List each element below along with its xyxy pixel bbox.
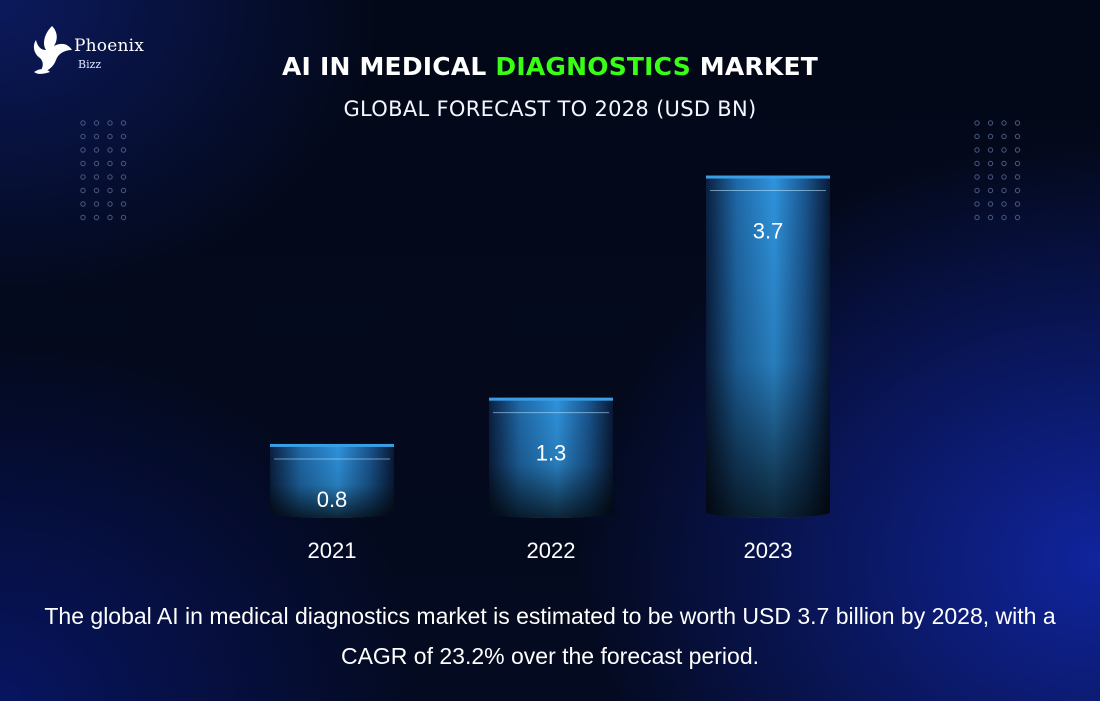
page-subtitle: GLOBAL FORECAST TO 2028 (USD BN) xyxy=(343,97,757,121)
bar-top-rim xyxy=(706,175,830,179)
decorative-dot xyxy=(1001,201,1007,207)
data-label: 1.3 xyxy=(536,441,567,466)
decorative-dot xyxy=(974,187,980,194)
decorative-dot-grid-left xyxy=(80,120,127,221)
decorative-dot xyxy=(80,147,86,153)
decorative-dot xyxy=(974,201,980,207)
title-part-1: AI IN MEDICAL xyxy=(282,52,496,81)
decorative-dot xyxy=(1001,187,1007,194)
decorative-dot xyxy=(987,214,994,221)
data-label: 0.8 xyxy=(317,487,348,512)
decorative-dot xyxy=(80,120,86,126)
decorative-dot xyxy=(107,133,113,140)
phoenix-icon xyxy=(33,26,72,74)
decorative-dot xyxy=(80,160,86,167)
decorative-dot xyxy=(974,174,980,180)
decorative-dot xyxy=(80,133,86,140)
decorative-dot xyxy=(80,174,86,180)
decorative-dot xyxy=(120,214,127,221)
decorative-dot xyxy=(107,187,113,194)
decorative-dot xyxy=(1001,160,1007,167)
decorative-dot xyxy=(1001,120,1007,126)
page-title: AI IN MEDICAL DIAGNOSTICS MARKET xyxy=(0,52,1100,81)
decorative-dot xyxy=(987,120,994,126)
decorative-dot xyxy=(987,174,994,180)
decorative-dot xyxy=(107,160,113,167)
decorative-dot xyxy=(1014,214,1021,221)
decorative-dot xyxy=(1001,174,1007,180)
brand-name: Phoenix xyxy=(74,36,145,56)
decorative-dot xyxy=(1014,147,1021,153)
decorative-dot xyxy=(1014,201,1021,207)
decorative-dot xyxy=(1014,120,1021,126)
decorative-dot xyxy=(107,214,113,221)
decorative-dot xyxy=(987,147,994,153)
bar-top-rim xyxy=(270,443,394,447)
summary-caption: The global AI in medical diagnostics mar… xyxy=(44,603,1056,669)
decorative-dot xyxy=(93,187,100,194)
bar-top-rim xyxy=(489,397,613,401)
decorative-dot xyxy=(120,160,127,167)
bar-2022 xyxy=(489,397,613,518)
decorative-dot xyxy=(987,160,994,167)
brand-sub: Bizz xyxy=(78,58,102,71)
decorative-dot xyxy=(974,160,980,167)
decorative-dot xyxy=(974,147,980,153)
decorative-dot xyxy=(93,160,100,167)
decorative-dot xyxy=(1014,174,1021,180)
decorative-dot xyxy=(93,214,100,221)
decorative-dot xyxy=(107,147,113,153)
decorative-dot xyxy=(987,187,994,194)
data-label: 3.7 xyxy=(753,219,784,244)
decorative-dot xyxy=(974,120,980,126)
decorative-dot xyxy=(80,201,86,207)
decorative-dot xyxy=(120,147,127,153)
decorative-dot xyxy=(1001,147,1007,153)
decorative-dot xyxy=(974,214,980,221)
bar-shade xyxy=(706,175,830,518)
brand-logo: Phoenix Bizz xyxy=(28,22,158,78)
decorative-dot xyxy=(107,120,113,126)
decorative-dot-grid-right xyxy=(974,120,1021,221)
decorative-dot xyxy=(120,120,127,126)
title-part-2: MARKET xyxy=(690,52,818,81)
decorative-dot xyxy=(120,201,127,207)
decorative-dot xyxy=(107,174,113,180)
decorative-dot xyxy=(1014,187,1021,194)
decorative-dot xyxy=(1001,214,1007,221)
decorative-dot xyxy=(93,133,100,140)
decorative-dot xyxy=(93,174,100,180)
decorative-dot xyxy=(93,147,100,153)
decorative-dot xyxy=(107,201,113,207)
title-highlight: DIAGNOSTICS xyxy=(495,52,691,81)
bar-2021 xyxy=(270,443,394,518)
decorative-dot xyxy=(120,187,127,194)
decorative-dot xyxy=(120,133,127,140)
x-tick-label: 2022 xyxy=(527,538,576,563)
decorative-dot xyxy=(1014,160,1021,167)
decorative-dot xyxy=(120,174,127,180)
decorative-dot xyxy=(987,201,994,207)
decorative-dot xyxy=(1014,133,1021,140)
decorative-dot xyxy=(80,214,86,221)
bar-2023 xyxy=(706,175,830,518)
decorative-dot xyxy=(80,187,86,194)
bar-shade xyxy=(270,443,394,518)
decorative-dot xyxy=(93,201,100,207)
decorative-dot xyxy=(974,133,980,140)
decorative-dot xyxy=(1001,133,1007,140)
x-tick-label: 2021 xyxy=(308,538,357,563)
decorative-dot xyxy=(987,133,994,140)
decorative-dot xyxy=(93,120,100,126)
x-tick-label: 2023 xyxy=(744,538,793,563)
bar-shade xyxy=(489,397,613,518)
